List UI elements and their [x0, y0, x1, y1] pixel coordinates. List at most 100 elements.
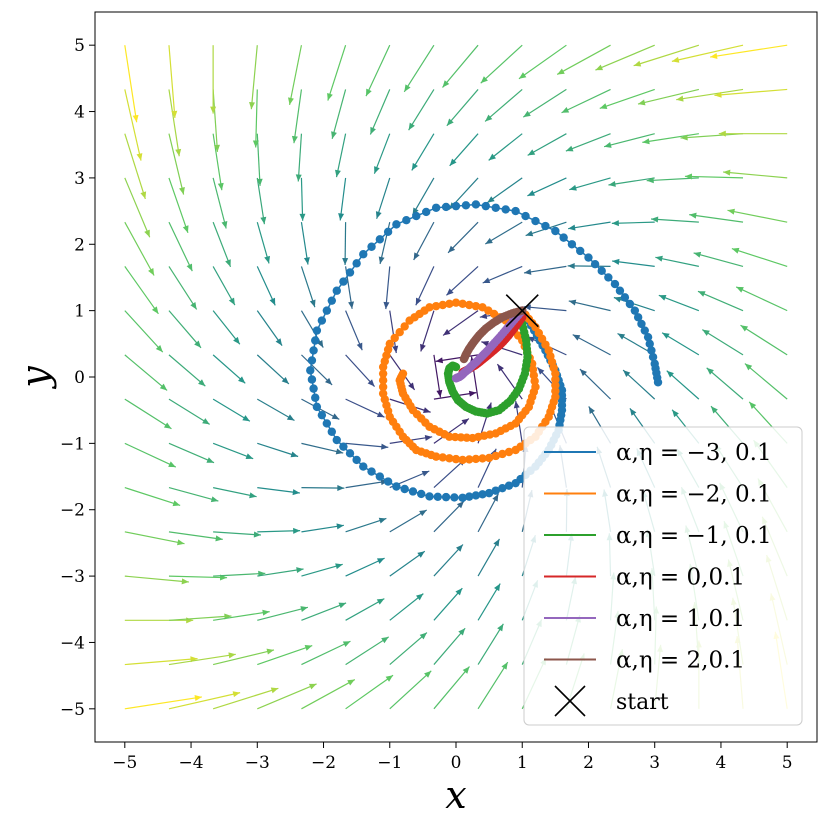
vector-arrow — [301, 485, 345, 492]
data-point — [458, 299, 467, 309]
data-point — [400, 484, 409, 494]
vector-arrow — [565, 133, 611, 152]
data-point — [484, 453, 494, 463]
vector-arrow — [706, 367, 744, 400]
vector-arrow — [446, 265, 479, 296]
data-point — [400, 322, 409, 331]
data-point — [637, 319, 646, 329]
vector-arrow — [168, 133, 185, 195]
data-point — [375, 235, 385, 244]
data-point — [471, 200, 481, 209]
vector-arrow — [168, 310, 202, 349]
vector-arrow — [300, 266, 316, 308]
vector-arrow — [124, 695, 202, 710]
vector-arrow — [168, 221, 193, 272]
y-tick-label: −3 — [60, 567, 85, 587]
data-point — [311, 393, 320, 402]
vector-arrow — [477, 538, 500, 577]
start-marker-group — [505, 294, 539, 328]
data-point — [378, 382, 388, 392]
vector-arrow — [527, 133, 567, 156]
start-marker-stroke — [505, 294, 539, 328]
data-point — [307, 375, 317, 384]
vector-arrow — [257, 527, 301, 534]
vector-arrow — [556, 44, 611, 75]
vector-arrow — [689, 212, 744, 223]
vector-arrow — [389, 310, 399, 354]
x-tick-label: −5 — [112, 753, 137, 773]
y-tick-label: −2 — [60, 501, 85, 521]
y-tick-label: 3 — [74, 169, 85, 189]
data-point — [465, 492, 474, 501]
data-point — [575, 246, 585, 256]
vector-arrow — [740, 324, 788, 356]
data-point — [345, 449, 355, 458]
data-point — [431, 203, 441, 212]
vector-arrow — [257, 567, 304, 577]
vector-arrow — [345, 442, 389, 450]
data-point — [383, 227, 393, 237]
data-point — [630, 306, 640, 315]
x-axis-label: x — [445, 773, 466, 817]
series-2 — [443, 319, 532, 418]
vector-arrow — [447, 221, 479, 254]
data-point — [451, 374, 461, 383]
vector-arrow — [413, 221, 435, 261]
legend-label: start — [616, 690, 669, 715]
data-point — [604, 273, 613, 282]
vector-arrow — [666, 370, 700, 400]
vector-arrow — [168, 691, 241, 710]
vector-arrow — [301, 679, 356, 710]
vector-arrow — [611, 220, 655, 227]
trajectories — [306, 200, 663, 502]
vector-arrow — [168, 177, 189, 234]
vector-arrow — [567, 262, 611, 269]
vector-arrow — [212, 133, 224, 191]
vector-arrow — [256, 310, 283, 346]
vector-arrow — [256, 398, 295, 422]
vector-arrow — [257, 442, 299, 458]
vector-arrow — [212, 177, 228, 229]
vector-arrow — [124, 531, 185, 546]
vector-arrow — [603, 133, 655, 148]
vector-arrow — [433, 627, 466, 665]
data-point — [438, 453, 447, 462]
data-point — [653, 378, 663, 387]
data-point — [375, 472, 385, 481]
vector-arrow — [735, 286, 788, 312]
data-point — [352, 455, 361, 465]
vector-arrow — [345, 674, 394, 710]
data-point — [648, 352, 658, 362]
vector-arrow — [345, 598, 385, 621]
data-point — [445, 454, 454, 463]
vector-arrow — [342, 222, 349, 266]
data-point — [504, 481, 514, 490]
data-point — [433, 492, 442, 501]
data-point — [322, 306, 332, 315]
y-tick-label: −4 — [60, 633, 85, 653]
data-point — [471, 491, 481, 500]
vector-arrow — [213, 609, 270, 621]
x-tick-label: 5 — [782, 753, 793, 773]
vector-arrow — [210, 45, 217, 114]
vector-arrow — [256, 221, 270, 264]
data-point — [498, 449, 507, 459]
data-point — [378, 389, 388, 398]
vector-arrow — [522, 88, 567, 118]
vector-arrow — [295, 133, 303, 182]
data-point — [441, 202, 451, 212]
vector-arrow — [335, 133, 347, 178]
vector-arrow — [389, 509, 428, 533]
vector-arrow — [252, 89, 259, 148]
data-point — [317, 316, 327, 325]
vector-arrow — [124, 442, 177, 468]
vector-arrow — [212, 310, 241, 345]
data-point — [471, 454, 481, 464]
series-5 — [459, 306, 527, 364]
vector-arrow — [482, 265, 523, 284]
data-point — [412, 211, 421, 221]
vector-arrow — [257, 606, 309, 621]
data-point — [551, 226, 560, 236]
data-point — [615, 286, 625, 295]
data-point — [311, 336, 320, 345]
